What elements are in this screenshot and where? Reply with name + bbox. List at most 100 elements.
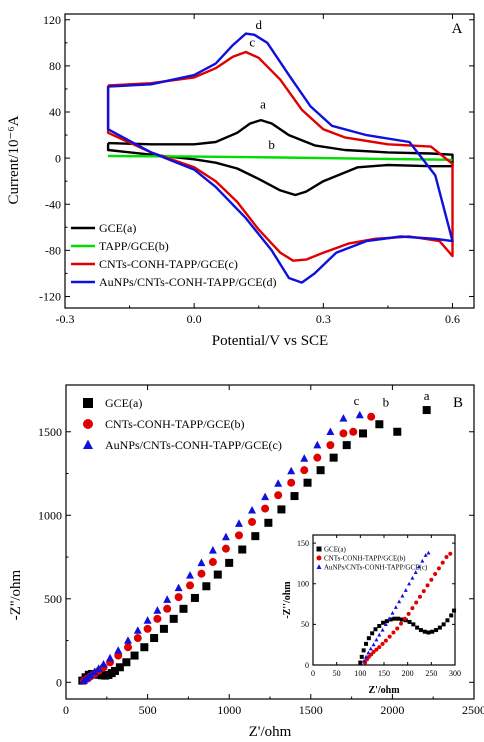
panel-b-point-cnts-conh-tapp-gce-b bbox=[326, 441, 335, 450]
inset-y-tick-label: 100 bbox=[297, 580, 309, 589]
inset-legend-label: CNTs-CONH-TAPP/GCE(b) bbox=[324, 555, 406, 563]
inset-point-gce-a bbox=[384, 619, 389, 624]
inset-legend-label: AuNPs/CNTs-CONH-TAPP/GCE(c) bbox=[324, 564, 428, 572]
panel-a-y-tick-label: -120 bbox=[39, 290, 61, 304]
panel-b-point-gce-a bbox=[130, 651, 139, 660]
panel-b-y-tick-label: 0 bbox=[56, 675, 62, 689]
inset-point-gce-a bbox=[381, 620, 386, 625]
inset-x-tick-label: 200 bbox=[402, 669, 414, 678]
inset-legend: GCE(a)CNTs-CONH-TAPP/GCE(b)AuNPs/CNTs-CO… bbox=[316, 546, 428, 572]
panel-a-curve-labels: a b cd bbox=[249, 17, 275, 152]
inset-point-aunps-cnts-conh-tapp-gce-c bbox=[377, 632, 382, 637]
inset-legend-marker bbox=[316, 546, 322, 552]
panel-b-legend-label: AuNPs/CNTs-CONH-TAPP/GCE(c) bbox=[105, 438, 282, 452]
panel-b-point-aunps-cnts-conh-tapp-gce-c bbox=[99, 659, 108, 668]
panel-b-point-aunps-cnts-conh-tapp-gce-c bbox=[326, 427, 335, 436]
panel-a-y-tick-label: 0 bbox=[55, 151, 61, 165]
panel-a-curve-label-c: c bbox=[249, 34, 255, 49]
inset-point-cnts-conh-tapp-gce-b bbox=[414, 600, 419, 605]
panel-b-legend-label: GCE(a) bbox=[105, 396, 142, 410]
panel-b-point-aunps-cnts-conh-tapp-gce-c bbox=[234, 519, 243, 527]
inset-point-gce-a bbox=[396, 616, 401, 621]
inset-point-cnts-conh-tapp-gce-b bbox=[406, 611, 411, 616]
inset-point-aunps-cnts-conh-tapp-gce-c bbox=[383, 622, 388, 626]
panel-b-point-gce-a bbox=[122, 658, 131, 667]
inset-y-tick-label: 150 bbox=[297, 539, 309, 548]
panel-b-point-cnts-conh-tapp-gce-b bbox=[208, 558, 217, 567]
inset-point-aunps-cnts-conh-tapp-gce-c bbox=[410, 575, 415, 580]
panel-b-point-cnts-conh-tapp-gce-b bbox=[163, 604, 172, 613]
panel-b-point-cnts-conh-tapp-gce-b bbox=[186, 581, 195, 590]
inset-point-cnts-conh-tapp-gce-b bbox=[399, 621, 404, 626]
panel-b-point-aunps-cnts-conh-tapp-gce-c bbox=[274, 479, 283, 487]
inset-point-aunps-cnts-conh-tapp-gce-c bbox=[417, 564, 422, 569]
panel-b-x-axis-title: Z'/ohm bbox=[249, 724, 292, 740]
panel-b-point-aunps-cnts-conh-tapp-gce-c bbox=[153, 606, 162, 614]
inset-legend-marker bbox=[316, 555, 322, 561]
inset-point-gce-a bbox=[373, 627, 378, 632]
inset-point-gce-a bbox=[407, 619, 412, 624]
panel-b-point-aunps-cnts-conh-tapp-gce-c bbox=[114, 646, 123, 654]
inset-x-tick-label: 150 bbox=[378, 669, 390, 678]
inset-point-gce-a bbox=[364, 641, 369, 646]
panel-b-point-gce-a bbox=[202, 582, 211, 591]
panel-b-letter: B bbox=[453, 395, 463, 411]
panel-b-point-gce-a bbox=[329, 453, 338, 462]
panel-a-ticks: -0.3 0.0 0.3 0.6 -120 -80 -40 0 40 80 120 bbox=[39, 13, 474, 326]
inset-point-aunps-cnts-conh-tapp-gce-c bbox=[423, 553, 428, 557]
inset-point-cnts-conh-tapp-gce-b bbox=[417, 594, 422, 599]
inset-x-tick-label: 0 bbox=[311, 669, 315, 678]
panel-a-legend-label: CNTs-CONH-TAPP/GCE(c) bbox=[99, 257, 238, 271]
panel-a-y-tick-label: -40 bbox=[45, 197, 61, 211]
panel-b-inset-chart: Z'/ohm -Z''/ohm 0 50 100 150 200 250 300 0 50 100… bbox=[282, 534, 461, 696]
panel-b-point-gce-a bbox=[159, 624, 168, 633]
panel-b-point-cnts-conh-tapp-gce-b bbox=[124, 643, 133, 652]
panel-a-series-line-cnts-conh-tapp-gce-c bbox=[106, 50, 454, 262]
panel-a-x-tick-label: 0.0 bbox=[187, 312, 202, 326]
panel-b-point-aunps-cnts-conh-tapp-gce-c bbox=[339, 414, 348, 422]
panel-b-point-aunps-cnts-conh-tapp-gce-c bbox=[355, 410, 364, 419]
panel-b-frame bbox=[65, 384, 475, 700]
panel-b-point-cnts-conh-tapp-gce-b bbox=[221, 544, 230, 553]
panel-b-point-gce-a bbox=[190, 593, 199, 602]
panel-b-legend: GCE(a) CNTs-CONH-TAPP/GCE(b) AuNPs/CNTs-CO… bbox=[83, 396, 282, 452]
panel-b-point-gce-a bbox=[290, 492, 299, 501]
panel-b-y-tick-label: 500 bbox=[44, 592, 62, 606]
panel-b-x-tick-label: 1000 bbox=[217, 703, 241, 717]
inset-y-axis-title: -Z''/ohm bbox=[282, 581, 293, 619]
panel-b-curve-label-b: b bbox=[383, 395, 390, 410]
panel-b-point-gce-a bbox=[264, 518, 273, 527]
inset-point-gce-a bbox=[411, 622, 416, 627]
panel-b-point-aunps-cnts-conh-tapp-gce-c bbox=[143, 616, 152, 624]
panel-b-point-aunps-cnts-conh-tapp-gce-c bbox=[261, 492, 270, 501]
inset-point-cnts-conh-tapp-gce-b bbox=[421, 589, 426, 594]
panel-b-point-cnts-conh-tapp-gce-b bbox=[197, 569, 206, 578]
panel-b-point-cnts-conh-tapp-gce-b bbox=[274, 491, 283, 500]
panel-b-point-gce-a bbox=[213, 570, 222, 579]
panel-b-point-gce-a bbox=[316, 466, 325, 475]
panel-b-curve-label-a: a bbox=[424, 388, 430, 403]
panel-b-point-aunps-cnts-conh-tapp-gce-c bbox=[287, 466, 296, 475]
inset-point-cnts-conh-tapp-gce-b bbox=[391, 630, 396, 635]
panel-a-legend-label: GCE(a) bbox=[99, 221, 136, 235]
inset-point-gce-a bbox=[361, 648, 366, 653]
panel-b-point-cnts-conh-tapp-gce-b bbox=[143, 624, 152, 633]
panel-b-point-gce-a bbox=[238, 545, 247, 554]
panel-b-point-aunps-cnts-conh-tapp-gce-c bbox=[313, 440, 322, 449]
inset-point-gce-a bbox=[426, 630, 431, 635]
panel-b-point-cnts-conh-tapp-gce-b bbox=[313, 453, 322, 462]
inset-point-gce-a bbox=[437, 625, 442, 630]
inset-point-cnts-conh-tapp-gce-b bbox=[448, 551, 453, 556]
inset-point-aunps-cnts-conh-tapp-gce-c bbox=[413, 570, 418, 574]
panel-b-point-gce-a bbox=[251, 532, 260, 541]
panel-a-frame bbox=[64, 13, 475, 309]
panel-b-x-tick-label: 2000 bbox=[380, 703, 404, 717]
panel-b-x-tick-label: 1500 bbox=[299, 703, 323, 717]
panel-b-point-cnts-conh-tapp-gce-b bbox=[287, 478, 296, 487]
inset-point-aunps-cnts-conh-tapp-gce-c bbox=[387, 616, 392, 621]
panel-b-point-cnts-conh-tapp-gce-b bbox=[248, 517, 257, 526]
panel-b-legend-label: CNTs-CONH-TAPP/GCE(b) bbox=[105, 417, 245, 431]
panel-a-letter: A bbox=[452, 21, 463, 37]
inset-legend-marker bbox=[316, 564, 322, 570]
